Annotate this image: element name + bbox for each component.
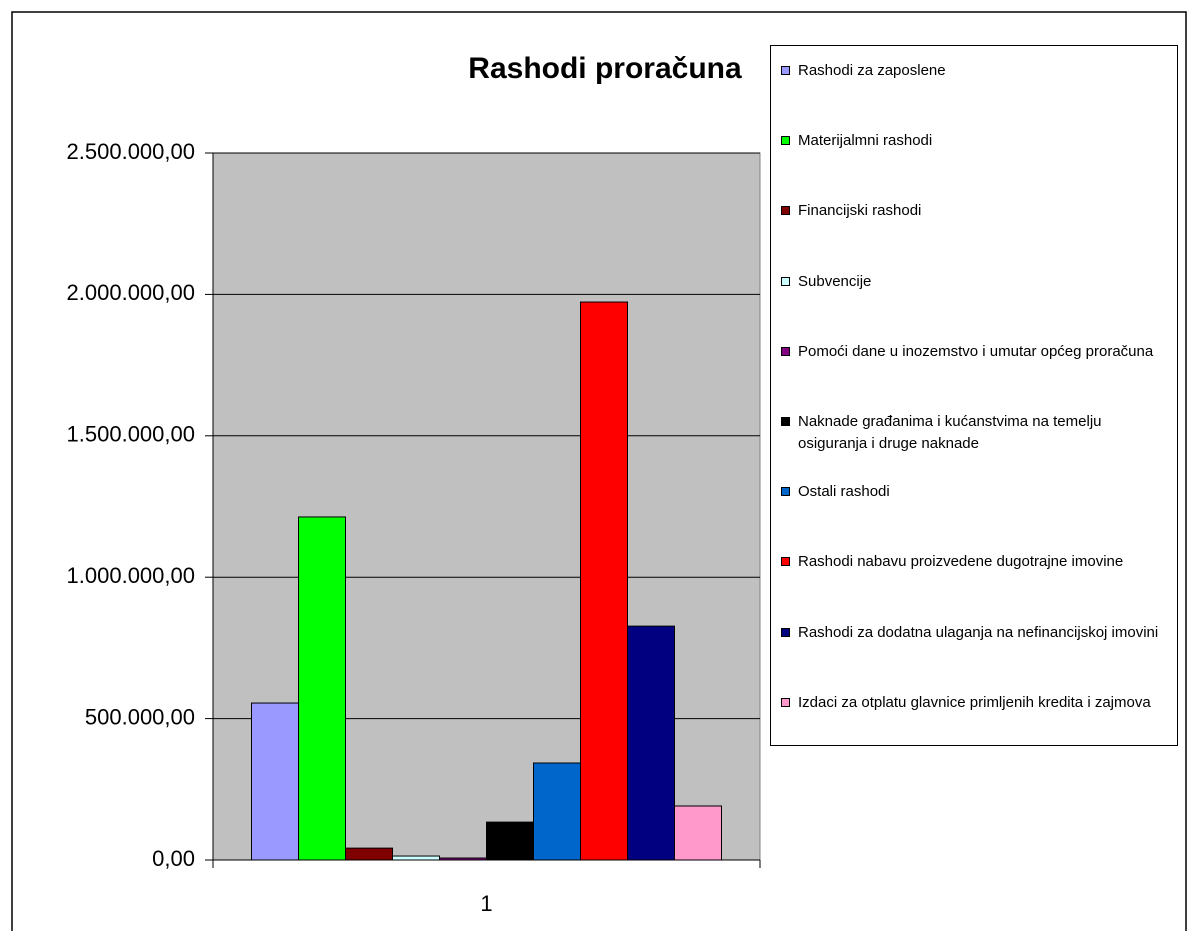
legend-entry: Ostali rashodi	[781, 481, 1166, 503]
y-tick-label: 2.000.000,00	[67, 280, 195, 305]
bar	[251, 702, 299, 861]
legend: Rashodi za zaposlene Materijalmni rashodi…	[770, 45, 1178, 746]
legend-entry: Rashodi za dodatna ulaganja na nefinanci…	[781, 622, 1166, 644]
y-tick-label: 500.000,00	[85, 704, 195, 729]
legend-swatch	[781, 557, 790, 567]
y-tick-label: 1.000.000,00	[67, 563, 195, 588]
chart-title: Rashodi proračuna	[468, 52, 742, 85]
legend-swatch	[781, 206, 790, 216]
legend-entry: Naknade građanima i kućanstvima na temel…	[781, 411, 1166, 455]
legend-label: Materijalmni rashodi	[798, 132, 933, 150]
legend-label: Pomoći dane u inozemstvo i umutar općeg …	[798, 342, 1154, 360]
legend-swatch	[781, 136, 790, 146]
bar	[674, 805, 722, 861]
legend-label: Izdaci za otplatu glavnice primljenih kr…	[798, 693, 1151, 711]
legend-label: Ostali rashodi	[798, 483, 890, 501]
legend-entry: Financijski rashodi	[781, 200, 1166, 222]
legend-label: Subvencije	[798, 272, 872, 290]
legend-swatch	[781, 697, 790, 707]
legend-label: Naknade građanima i kućanstvima na temel…	[798, 413, 1102, 452]
bar	[345, 847, 393, 861]
legend-swatch	[781, 627, 790, 637]
legend-entry: Subvencije	[781, 271, 1166, 293]
legend-entry: Materijalmni rashodi	[781, 130, 1166, 152]
legend-swatch	[781, 346, 790, 356]
legend-label: Rashodi za zaposlene	[798, 62, 946, 79]
y-tick-label: 1.500.000,00	[67, 422, 195, 447]
legend-swatch	[781, 487, 790, 497]
legend-entry: Izdaci za otplatu glavnice primljenih kr…	[781, 692, 1166, 714]
legend-label: Rashodi nabavu proizvedene dugotrajne im…	[798, 553, 1124, 571]
legend-label: Financijski rashodi	[798, 202, 922, 220]
legend-swatch	[781, 417, 790, 426]
bar	[580, 301, 628, 861]
bar	[486, 821, 534, 861]
legend-entry: Pomoći dane u inozemstvo i umutar općeg …	[781, 341, 1166, 363]
bar	[298, 516, 346, 861]
legend-label: Rashodi za dodatna ulaganja na nefinanci…	[798, 623, 1159, 641]
bar	[533, 762, 581, 861]
legend-entry: Rashodi za zaposlene	[781, 60, 1166, 82]
legend-entry: Rashodi nabavu proizvedene dugotrajne im…	[781, 551, 1166, 573]
bar	[627, 625, 675, 861]
bar	[392, 855, 440, 861]
y-tick-label: 0,00	[152, 846, 195, 871]
bar	[439, 857, 487, 861]
x-tick-label: 1	[480, 891, 492, 916]
legend-swatch	[781, 276, 790, 286]
legend-swatch	[781, 66, 790, 75]
y-tick-label: 2.500.000,00	[67, 139, 195, 164]
